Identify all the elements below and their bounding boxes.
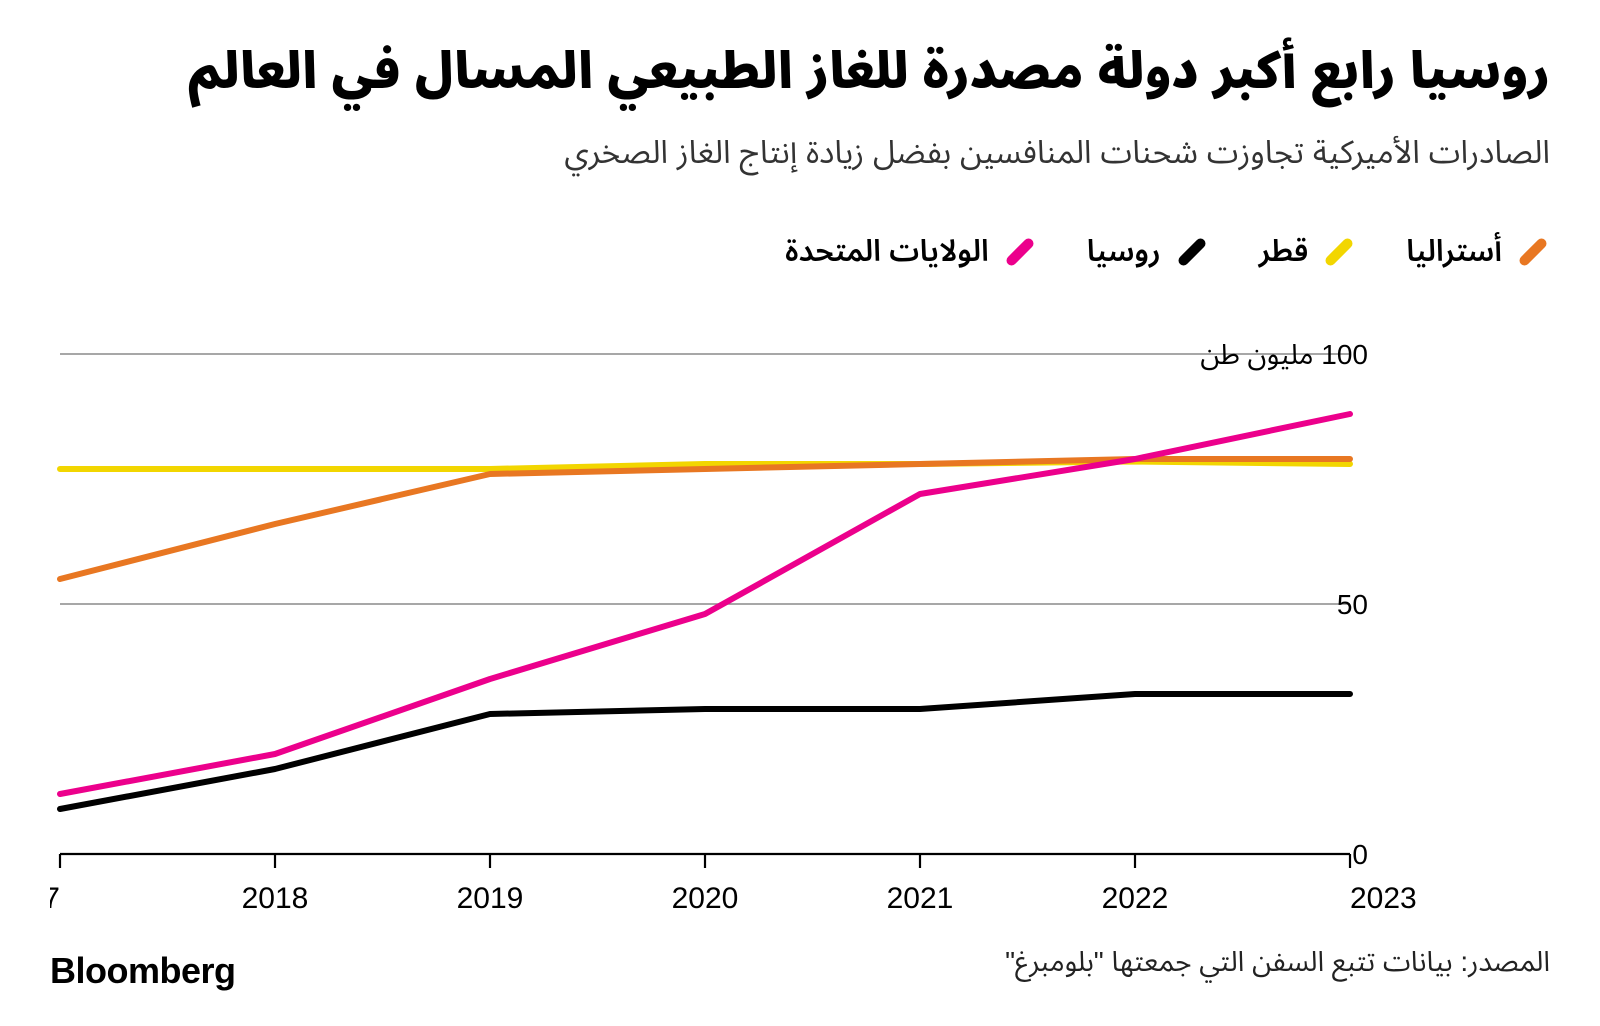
x-tick-label-2022: 2022 <box>1102 882 1169 915</box>
y-tick-label-100: 100 مليون طن <box>1200 339 1368 371</box>
legend-swatch-qatar <box>1324 236 1355 267</box>
y-tick-label-0: 0 <box>1352 839 1368 870</box>
legend-item-usa: الولايات المتحدة <box>785 221 1037 284</box>
legend-swatch-australia <box>1517 236 1548 267</box>
legend-label-russia: روسيا <box>1087 221 1161 284</box>
legend: أستراليا قطر روسيا الولايات المتحدة <box>50 221 1550 284</box>
x-tick-label-2019: 2019 <box>457 882 524 915</box>
x-tick-label-2023: 2023 <box>1350 882 1417 915</box>
line-chart: 0 50 100 مليون طن 2017 2018 2019 2020 2021 2022 2… <box>50 318 1550 934</box>
legend-item-russia: روسيا <box>1087 221 1209 284</box>
legend-label-qatar: قطر <box>1259 221 1309 284</box>
legend-swatch-russia <box>1176 236 1207 267</box>
legend-swatch-usa <box>1004 236 1035 267</box>
legend-label-australia: أستراليا <box>1406 221 1502 284</box>
series-line-russia <box>60 694 1350 809</box>
x-tick-label-2021: 2021 <box>887 882 954 915</box>
x-tick-label-2020: 2020 <box>672 882 739 915</box>
x-tick-label-2018: 2018 <box>242 882 309 915</box>
legend-item-qatar: قطر <box>1259 221 1357 284</box>
chart-subtitle: الصادرات الأميركية تجاوزت شحنات المنافسي… <box>50 119 1550 187</box>
x-tick-label-2017: 2017 <box>50 882 60 915</box>
y-tick-label-50: 50 <box>1337 589 1368 620</box>
legend-label-usa: الولايات المتحدة <box>785 221 989 284</box>
chart-title: روسيا رابع أكبر دولة مصدرة للغاز الطبيعي… <box>50 40 1550 103</box>
chart-area: 0 50 100 مليون طن 2017 2018 2019 2020 2021 2022 2… <box>50 318 1550 934</box>
legend-item-australia: أستراليا <box>1406 221 1550 284</box>
brand-logo: Bloomberg <box>50 950 236 992</box>
series-line-australia <box>60 459 1350 579</box>
source-text: المصدر: بيانات تتبع السفن التي جمعتها "ب… <box>1005 933 1550 992</box>
